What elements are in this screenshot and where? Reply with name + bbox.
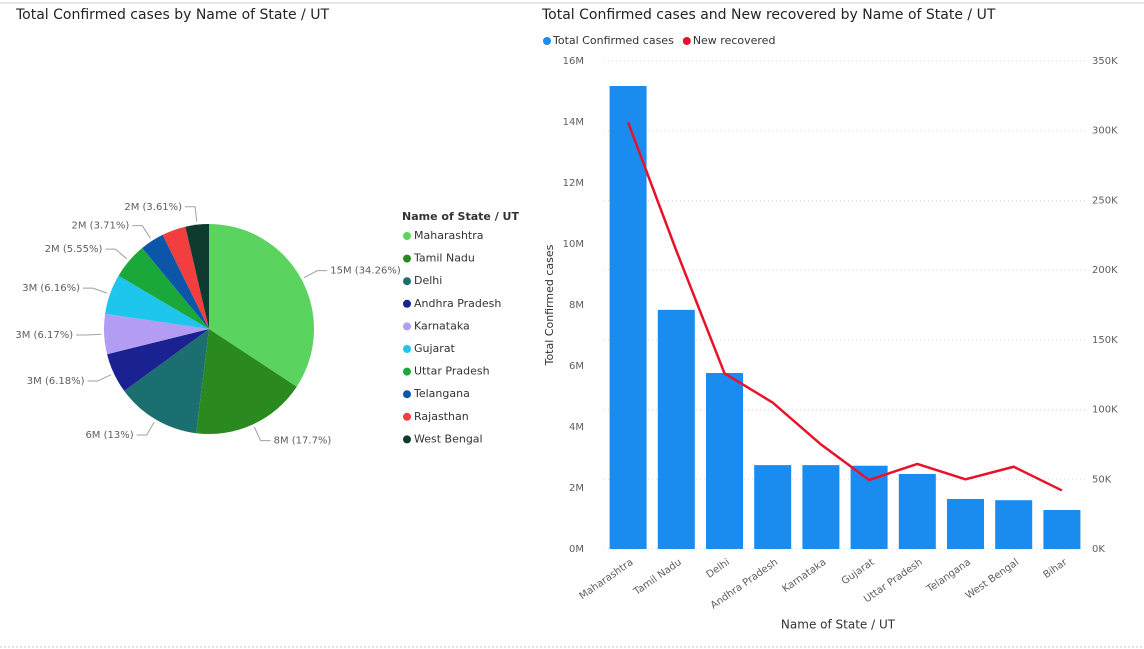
data-label: 3M (6.17%)	[15, 330, 73, 341]
y-tick-label: 12M	[563, 178, 584, 189]
y2-tick-label: 150K	[1092, 335, 1118, 346]
legend-marker	[403, 367, 411, 376]
pie-slice	[105, 275, 209, 329]
y2-tick-label: 250K	[1092, 195, 1118, 206]
y-tick-label: 10M	[563, 239, 584, 250]
data-label: 8M (17.7%)	[274, 436, 332, 447]
y2-tick-label: 350K	[1092, 56, 1118, 67]
pie-slice	[118, 248, 209, 329]
y2-tick-label: 100K	[1092, 405, 1118, 416]
legend-marker	[543, 37, 551, 45]
pie-slice	[209, 224, 315, 387]
x-axis-label: Name of State / UT	[781, 618, 896, 632]
legend-marker	[403, 435, 411, 444]
legend-marker	[403, 390, 411, 399]
leader-line	[82, 287, 108, 294]
y-tick-label: 8M	[569, 300, 584, 311]
data-label: 3M (6.16%)	[22, 283, 80, 294]
legend-label: Maharashtra	[414, 229, 484, 242]
leader-line	[185, 206, 198, 222]
bar	[1043, 509, 1081, 549]
combo-title: Total Confirmed cases and New recovered …	[541, 7, 996, 23]
bar	[754, 465, 792, 549]
legend-label: Delhi	[414, 274, 442, 287]
data-label: 2M (3.61%)	[124, 202, 182, 213]
pie-slice	[142, 234, 209, 329]
leader-line	[132, 225, 151, 239]
legend-label: West Bengal	[414, 432, 483, 445]
data-label: 2M (5.55%)	[45, 244, 103, 255]
x-tick-label: Tamil Nadu	[631, 557, 683, 598]
pie-slice	[185, 224, 209, 329]
legend-label: Rajasthan	[414, 410, 469, 423]
x-tick-label: Telangana	[924, 557, 973, 596]
legend-marker	[403, 299, 411, 308]
leader-line	[76, 333, 102, 336]
leader-line	[303, 270, 328, 279]
legend-label: New recovered	[693, 34, 776, 47]
bar	[657, 309, 695, 549]
y-tick-label: 16M	[563, 56, 584, 67]
x-tick-label: Karnataka	[780, 557, 828, 595]
legend-marker	[682, 37, 691, 45]
legend-title: Name of State / UT	[402, 210, 519, 223]
pie-slice	[104, 313, 209, 355]
y-tick-label: 0M	[569, 544, 584, 555]
pie-slice	[107, 329, 209, 391]
y2-tick-label: 0K	[1092, 544, 1105, 555]
x-tick-label: Maharashtra	[577, 557, 635, 602]
leader-line	[87, 374, 112, 382]
legend-label: Karnataka	[414, 319, 470, 332]
leader-line	[136, 421, 155, 436]
bar	[802, 465, 840, 549]
bar	[898, 473, 936, 549]
legend-label: Andhra Pradesh	[414, 297, 501, 310]
pie-slice	[162, 226, 209, 329]
legend-marker	[403, 345, 411, 353]
legend-marker	[403, 277, 411, 286]
legend-label: Tamil Nadu	[413, 252, 475, 265]
data-label: 3M (6.18%)	[27, 376, 85, 387]
leader-line	[253, 426, 271, 442]
data-label: 2M (3.71%)	[72, 221, 130, 232]
y-tick-label: 2M	[569, 483, 584, 494]
y2-tick-label: 300K	[1092, 126, 1118, 137]
pie-slice	[196, 329, 297, 435]
data-label: 6M (13%)	[85, 430, 133, 441]
legend-marker	[403, 254, 411, 263]
y-axis-label: Total Confirmed cases	[543, 244, 556, 366]
line	[626, 121, 1063, 492]
data-label: 15M (34.26%)	[330, 266, 401, 277]
bar	[995, 500, 1033, 549]
x-tick-label: West Bengal	[964, 557, 1021, 602]
y-tick-label: 4M	[569, 422, 584, 433]
bar	[947, 498, 984, 549]
bar	[609, 86, 647, 549]
y2-tick-label: 200K	[1092, 265, 1118, 276]
leader-line	[105, 248, 128, 260]
bar	[850, 465, 888, 549]
x-tick-label: Gujarat	[840, 557, 877, 587]
pie-title: Total Confirmed cases by Name of State /…	[15, 7, 329, 23]
bar	[706, 373, 743, 549]
legend-label: Uttar Pradesh	[414, 365, 490, 378]
pie-slice	[124, 329, 209, 434]
legend-marker	[403, 322, 411, 331]
legend-label: Telangana	[413, 387, 470, 400]
x-tick-label: Bihar	[1042, 556, 1071, 581]
y-tick-label: 14M	[563, 117, 584, 128]
legend-label: Total Confirmed cases	[552, 34, 674, 47]
y2-tick-label: 50K	[1092, 474, 1112, 485]
legend-label: Gujarat	[414, 342, 456, 355]
y-tick-label: 6M	[569, 361, 584, 372]
legend-marker	[403, 412, 411, 421]
x-tick-label: Delhi	[705, 557, 732, 581]
legend-marker	[403, 232, 411, 240]
